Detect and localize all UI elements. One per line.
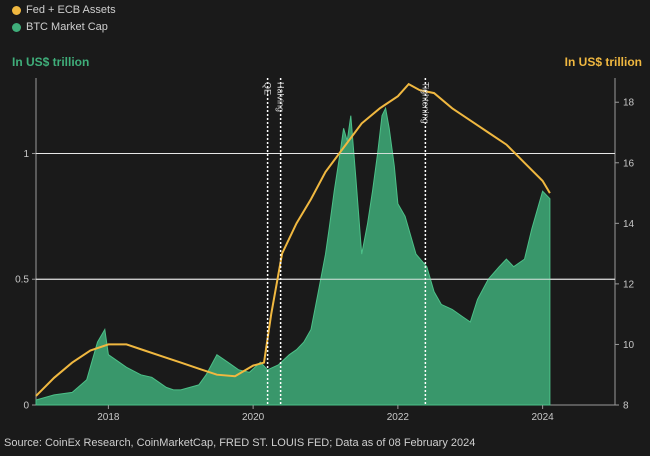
x-tick-label-1: 2020	[242, 412, 265, 423]
btc-market-cap-area	[35, 106, 551, 406]
x-tick-label-2: 2022	[387, 412, 410, 423]
legend: Fed + ECB Assets BTC Market Cap	[12, 2, 116, 36]
legend-label-btc: BTC Market Cap	[26, 21, 108, 33]
annotation-label-2: Tightening	[420, 82, 430, 124]
annotation-label-1: Halving	[276, 82, 286, 112]
legend-swatch-fed-ecb	[12, 6, 21, 15]
annotation-label-0: QE	[263, 82, 273, 95]
x-tick-label-0: 2018	[97, 412, 120, 423]
source-note: Source: CoinEx Research, CoinMarketCap, …	[4, 437, 476, 449]
right-tick-label-1: 10	[623, 340, 635, 351]
legend-item-fed-ecb[interactable]: Fed + ECB Assets	[12, 2, 116, 19]
right-tick-label-0: 8	[623, 401, 629, 412]
fed-ecb-assets-line	[35, 82, 551, 397]
right-axis-unit: In US$ trillion	[564, 55, 642, 69]
legend-item-btc[interactable]: BTC Market Cap	[12, 19, 116, 36]
right-tick-label-2: 12	[623, 279, 635, 290]
right-tick-label-5: 18	[623, 98, 635, 109]
x-tick-label-3: 2024	[532, 412, 555, 423]
left-tick-label-1: 0.5	[15, 275, 29, 286]
right-tick-label-4: 16	[623, 158, 635, 169]
left-tick-label-0: 0	[23, 401, 29, 412]
left-axis-unit: In US$ trillion	[12, 55, 90, 69]
legend-swatch-btc	[12, 23, 21, 32]
legend-label-fed-ecb: Fed + ECB Assets	[26, 4, 116, 16]
left-tick-label-2: 1	[23, 149, 29, 160]
right-tick-label-3: 14	[623, 219, 635, 230]
